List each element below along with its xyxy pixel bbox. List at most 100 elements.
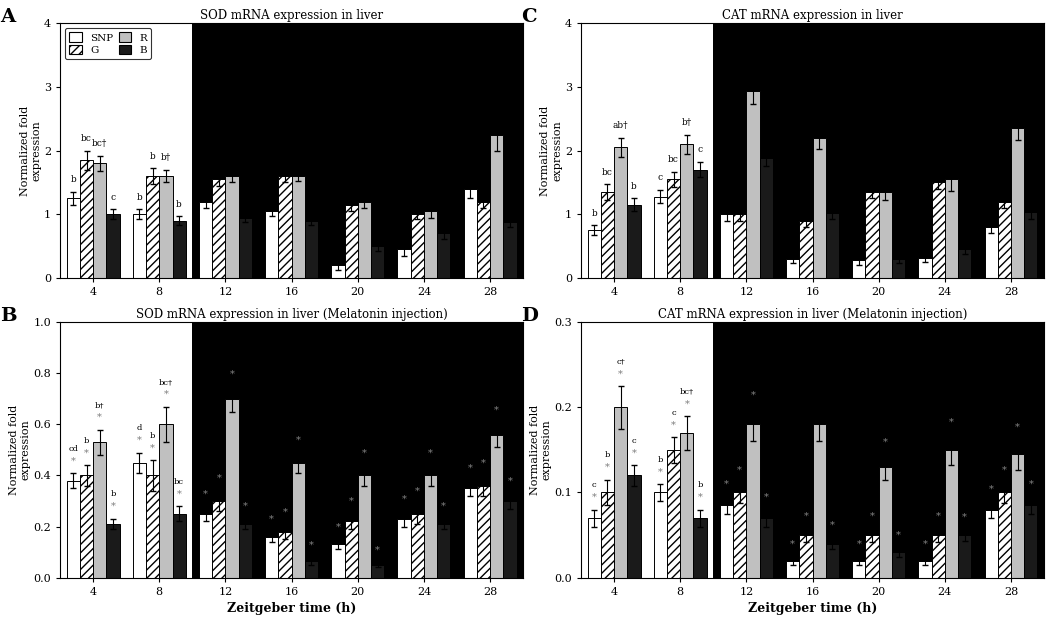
Text: b: b bbox=[441, 212, 446, 221]
Bar bbox=[998, 492, 1011, 578]
Bar bbox=[667, 179, 680, 278]
Text: *: * bbox=[949, 418, 954, 427]
Bar bbox=[787, 259, 799, 278]
Text: b: b bbox=[592, 208, 597, 218]
Text: a: a bbox=[428, 188, 433, 197]
Text: *: * bbox=[605, 463, 610, 472]
Text: c: c bbox=[763, 134, 769, 143]
Legend: SNP, G, R, B: SNP, G, R, B bbox=[65, 28, 152, 59]
Bar bbox=[958, 250, 971, 278]
Bar bbox=[278, 532, 292, 578]
Text: a: a bbox=[375, 225, 380, 234]
Bar bbox=[193, 323, 391, 578]
Y-axis label: Normalized fold
expression: Normalized fold expression bbox=[530, 405, 552, 495]
Text: c: c bbox=[632, 437, 636, 445]
Text: a†: a† bbox=[880, 426, 890, 434]
Text: a: a bbox=[896, 238, 901, 248]
Bar bbox=[503, 222, 517, 278]
Bar bbox=[799, 221, 813, 278]
Bar bbox=[424, 211, 437, 278]
Text: *: * bbox=[1029, 480, 1033, 489]
Bar bbox=[628, 475, 640, 578]
Text: bc: bc bbox=[999, 454, 1010, 462]
Text: a: a bbox=[336, 511, 340, 519]
Text: c†: c† bbox=[227, 358, 237, 366]
Text: B: B bbox=[0, 307, 17, 325]
Text: *: * bbox=[790, 540, 795, 548]
Text: c†: c† bbox=[616, 358, 625, 366]
Text: a: a bbox=[870, 169, 875, 178]
Bar bbox=[918, 560, 932, 578]
Text: b: b bbox=[401, 483, 406, 491]
Bar bbox=[146, 176, 159, 278]
Text: *: * bbox=[97, 413, 102, 422]
Text: *: * bbox=[830, 521, 835, 530]
Text: b†: b† bbox=[227, 153, 237, 162]
Text: a: a bbox=[922, 528, 928, 536]
Text: b: b bbox=[84, 437, 90, 445]
Text: c†: c† bbox=[492, 102, 501, 111]
Bar bbox=[1025, 212, 1037, 278]
Text: *: * bbox=[401, 495, 406, 504]
Text: b†: b† bbox=[95, 401, 104, 409]
Text: *: * bbox=[936, 512, 940, 520]
Bar bbox=[852, 560, 866, 578]
Text: a: a bbox=[922, 236, 928, 246]
Text: a: a bbox=[349, 485, 354, 494]
Bar bbox=[213, 501, 225, 578]
Bar bbox=[912, 323, 1045, 578]
Text: a†: a† bbox=[359, 178, 370, 188]
Text: c: c bbox=[672, 409, 676, 417]
Title: SOD mRNA expression in liver (Melatonin injection): SOD mRNA expression in liver (Melatonin … bbox=[136, 308, 448, 321]
Text: b: b bbox=[723, 469, 730, 476]
Text: bc: bc bbox=[412, 193, 422, 202]
Text: b: b bbox=[242, 490, 247, 499]
Bar bbox=[265, 211, 278, 278]
Text: *: * bbox=[230, 369, 235, 379]
Bar bbox=[93, 442, 106, 578]
Text: a†: a† bbox=[880, 168, 890, 177]
Bar bbox=[490, 435, 503, 578]
Text: b: b bbox=[989, 472, 994, 480]
Text: c: c bbox=[592, 481, 597, 489]
Bar bbox=[1011, 454, 1025, 578]
Bar bbox=[932, 535, 945, 578]
Text: a: a bbox=[282, 495, 287, 504]
Bar bbox=[490, 135, 503, 278]
Text: b†: b† bbox=[492, 394, 501, 401]
Bar bbox=[106, 524, 120, 578]
Bar bbox=[225, 176, 239, 278]
Text: b: b bbox=[150, 152, 156, 161]
Text: *: * bbox=[751, 391, 755, 400]
Text: *: * bbox=[632, 449, 636, 457]
Text: b: b bbox=[803, 500, 809, 508]
Bar bbox=[304, 561, 318, 578]
Bar bbox=[892, 259, 906, 278]
Text: a: a bbox=[856, 239, 861, 248]
Text: *: * bbox=[684, 399, 690, 408]
Text: b: b bbox=[1001, 178, 1008, 188]
Bar bbox=[344, 205, 358, 278]
Text: bc: bc bbox=[669, 155, 679, 164]
Bar bbox=[1011, 129, 1025, 278]
Text: *: * bbox=[763, 493, 769, 502]
Bar bbox=[985, 227, 998, 278]
Bar bbox=[601, 492, 614, 578]
Text: *: * bbox=[296, 436, 301, 445]
Bar bbox=[799, 535, 813, 578]
Text: *: * bbox=[203, 489, 208, 499]
Y-axis label: Normalized fold
expression: Normalized fold expression bbox=[20, 105, 41, 196]
Y-axis label: Normalized fold
expression: Normalized fold expression bbox=[8, 405, 31, 495]
Text: a†: a† bbox=[294, 424, 302, 432]
Bar bbox=[998, 202, 1011, 278]
Text: b†: b† bbox=[293, 154, 303, 163]
Bar bbox=[813, 138, 826, 278]
Text: b: b bbox=[803, 198, 809, 207]
Bar bbox=[713, 23, 912, 278]
Bar bbox=[667, 450, 680, 578]
Text: *: * bbox=[803, 512, 809, 520]
Bar bbox=[173, 514, 185, 578]
Bar bbox=[878, 192, 892, 278]
Text: *: * bbox=[856, 540, 861, 548]
Text: C: C bbox=[521, 7, 536, 26]
